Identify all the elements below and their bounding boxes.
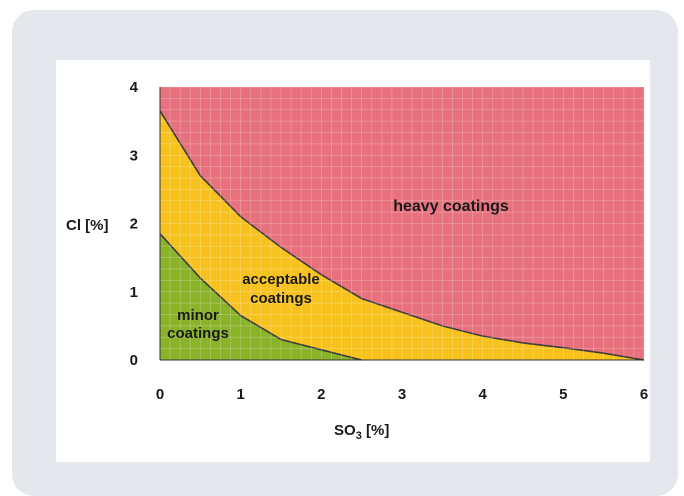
x-tick-label: 5 [559,386,567,403]
region-acceptable-coatings [160,110,644,361]
x-tick-label: 1 [236,386,244,403]
boundary-line-upper [159,110,645,361]
x-tick-label: 0 [156,386,164,403]
y-axis-ticks: 0 1 2 3 4 [130,79,139,369]
chart-card: minor coatings acceptable coatings heavy coa… [56,60,650,462]
y-axis-label: Cl [%] [66,217,109,234]
region-label-heavy: heavy coatings [393,198,509,215]
x-tick-label: 3 [398,386,406,403]
x-axis-label-base: SO [334,422,356,439]
grid [159,86,645,361]
y-tick-label: 3 [130,147,138,164]
boundary-line-lower [159,233,362,361]
x-axis-label-subscript: 3 [356,430,362,442]
x-tick-label: 4 [478,386,487,403]
y-tick-label: 0 [130,352,138,369]
x-axis-ticks: 0 1 2 3 4 5 6 [156,386,648,403]
region-label-minor: coatings [167,325,229,342]
plot-area [159,87,645,361]
region-label-acceptable: coatings [250,290,312,307]
y-tick-label: 4 [130,79,139,96]
x-axis-label: SO3 [%] [334,422,389,442]
y-tick-label: 1 [130,284,138,301]
region-label-minor: minor [177,307,219,324]
x-axis-label-unit: [%] [362,422,390,439]
x-tick-label: 2 [317,386,325,403]
region-minor-coatings [160,233,362,360]
region-label-acceptable: acceptable [242,271,320,288]
x-tick-label: 6 [640,386,648,403]
outer-frame: minor coatings acceptable coatings heavy coa… [12,10,678,496]
y-tick-label: 2 [130,216,138,233]
